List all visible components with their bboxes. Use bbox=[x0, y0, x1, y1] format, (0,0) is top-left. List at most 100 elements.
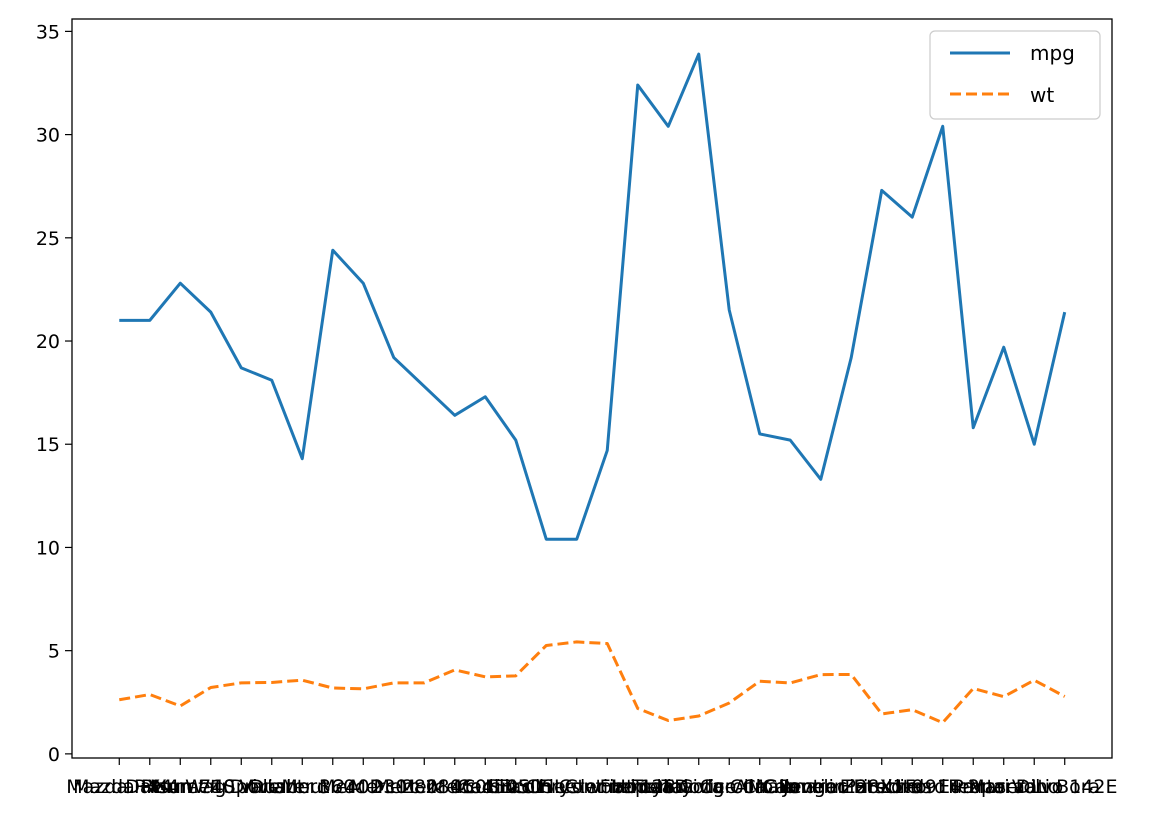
x-tick-label: Duster 360 bbox=[249, 776, 355, 798]
data-point-mpg bbox=[453, 414, 456, 417]
plot-frame bbox=[71, 18, 1113, 759]
data-point-mpg bbox=[972, 426, 975, 429]
data-point-mpg bbox=[179, 282, 182, 285]
x-tick-label: Fiat X1-9 bbox=[840, 776, 924, 798]
x-tick-label: Merc 280 bbox=[350, 776, 438, 798]
x-tick-label: Datsun 710 bbox=[125, 776, 235, 798]
data-point-mpg bbox=[636, 84, 639, 87]
data-point-wt bbox=[789, 682, 792, 685]
plot-series bbox=[118, 52, 1067, 725]
x-tick-label: Hornet 4 Drive bbox=[141, 776, 280, 798]
data-point-wt bbox=[1063, 695, 1066, 698]
x-tick-label: Hornet Sportabout bbox=[153, 776, 329, 798]
y-tick-label: 25 bbox=[36, 228, 60, 250]
data-point-mpg bbox=[545, 538, 548, 541]
y-axis: 0 5 10 15 20 25 30 35 bbox=[36, 21, 72, 766]
x-tick-label: Mazda RX4 bbox=[66, 776, 172, 798]
x-tick-label: Pontiac Firebird bbox=[778, 776, 924, 798]
x-tick-label: Toyota Corona bbox=[660, 776, 797, 798]
y-tick-label: 20 bbox=[36, 331, 60, 353]
legend: mpg wt bbox=[929, 30, 1101, 120]
data-point-wt bbox=[453, 668, 456, 671]
data-point-mpg bbox=[301, 457, 304, 460]
data-point-wt bbox=[819, 673, 822, 676]
x-tick-label: Honda Civic bbox=[612, 776, 725, 798]
y-tick-label: 35 bbox=[36, 21, 60, 43]
x-tick-label: Fiat 128 bbox=[600, 776, 676, 798]
data-point-mpg bbox=[270, 379, 273, 382]
data-point-mpg bbox=[758, 433, 761, 436]
data-point-wt bbox=[728, 702, 731, 705]
data-point-mpg bbox=[392, 356, 395, 359]
data-point-wt bbox=[484, 675, 487, 678]
x-tick-label: Maserati Bora bbox=[968, 776, 1100, 798]
series-line-mpg bbox=[119, 52, 1067, 541]
x-tick-label: Volvo 142E bbox=[1012, 776, 1118, 798]
x-tick-label: Merc 230 bbox=[319, 776, 407, 798]
y-tick-label: 0 bbox=[48, 744, 60, 766]
data-point-wt bbox=[514, 674, 517, 677]
y-tick-label: 5 bbox=[48, 641, 60, 663]
data-point-mpg bbox=[880, 189, 883, 192]
data-point-wt bbox=[575, 641, 578, 644]
x-tick-label: Camaro Z28 bbox=[762, 776, 879, 798]
data-point-mpg bbox=[148, 319, 151, 322]
x-tick-label: Porsche 914-2 bbox=[844, 776, 980, 798]
legend-label-wt: wt bbox=[1030, 83, 1054, 107]
x-tick-label: Chrysler Imperial bbox=[526, 776, 689, 798]
data-point-mpg bbox=[240, 366, 243, 369]
data-point-mpg bbox=[575, 538, 578, 541]
data-point-mpg bbox=[118, 319, 121, 322]
data-point-wt bbox=[270, 681, 273, 684]
y-tick-label: 30 bbox=[36, 125, 60, 147]
x-tick-label: Toyota Corolla bbox=[631, 776, 766, 798]
data-point-wt bbox=[240, 681, 243, 684]
data-point-wt bbox=[1033, 679, 1036, 682]
x-tick-label: Dodge Challenger bbox=[674, 776, 845, 798]
x-tick-label: Merc 450SL bbox=[430, 776, 541, 798]
series-line-wt bbox=[119, 640, 1066, 725]
legend-label-mpg: mpg bbox=[1030, 41, 1075, 65]
data-point-mpg bbox=[728, 309, 731, 312]
data-point-wt bbox=[1002, 695, 1005, 698]
data-point-mpg bbox=[789, 439, 792, 442]
data-point-mpg bbox=[362, 282, 365, 285]
data-point-mpg bbox=[514, 439, 517, 442]
data-point-wt bbox=[331, 687, 334, 690]
x-tick-label: Lincoln Continental bbox=[485, 776, 668, 798]
data-point-wt bbox=[179, 705, 182, 708]
data-point-mpg bbox=[697, 53, 700, 56]
x-tick-label: Merc 240D bbox=[281, 776, 384, 798]
x-tick-label: Cadillac Fleetwood bbox=[457, 776, 636, 798]
x-tick-label: AMC Javelin bbox=[734, 776, 845, 798]
data-point-mpg bbox=[484, 395, 487, 398]
data-point-mpg bbox=[606, 449, 609, 452]
data-point-wt bbox=[758, 680, 761, 683]
data-point-wt bbox=[209, 686, 212, 689]
x-tick-label: Ferrari Dino bbox=[948, 776, 1059, 798]
x-tick-label: Mazda RX4 Wag bbox=[73, 776, 226, 798]
data-point-wt bbox=[148, 693, 151, 696]
data-point-wt bbox=[972, 687, 975, 690]
data-point-wt bbox=[545, 644, 548, 647]
data-point-mpg bbox=[667, 125, 670, 128]
data-point-wt bbox=[606, 642, 609, 645]
data-point-wt bbox=[850, 673, 853, 676]
data-point-wt bbox=[301, 679, 304, 682]
data-point-mpg bbox=[331, 249, 334, 252]
data-point-mpg bbox=[941, 125, 944, 128]
x-tick-label: Merc 450SE bbox=[399, 776, 511, 798]
x-tick-label: Valiant bbox=[239, 776, 304, 798]
data-point-mpg bbox=[819, 478, 822, 481]
data-point-wt bbox=[941, 721, 944, 724]
data-point-wt bbox=[362, 687, 365, 690]
data-point-mpg bbox=[1033, 443, 1036, 446]
data-point-wt bbox=[911, 708, 914, 711]
x-tick-label: Ford Pantera L bbox=[905, 776, 1042, 798]
data-point-wt bbox=[118, 698, 121, 701]
x-tick-label: Merc 450SLC bbox=[454, 776, 578, 798]
data-point-wt bbox=[423, 681, 426, 684]
data-point-mpg bbox=[209, 311, 212, 314]
data-point-wt bbox=[667, 719, 670, 722]
